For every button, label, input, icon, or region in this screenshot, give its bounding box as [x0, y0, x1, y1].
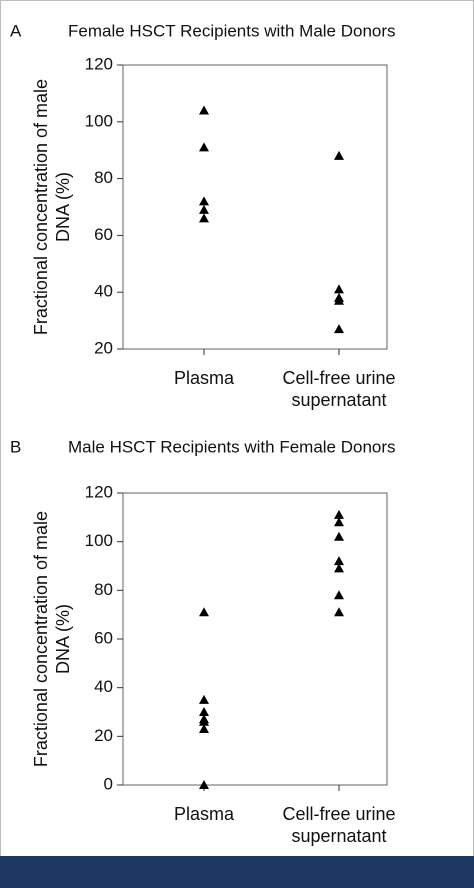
- plot-area: [122, 492, 388, 786]
- x-tick-label: Cell-free urine supernatant: [282, 804, 396, 846]
- data-point: [199, 780, 209, 789]
- x-tick-label: Plasma: [173, 368, 235, 388]
- data-point: [334, 324, 344, 334]
- data-point: [334, 509, 344, 519]
- data-point: [199, 694, 209, 704]
- data-point: [334, 563, 344, 573]
- data-point: [199, 213, 209, 223]
- y-tick-label: 60: [94, 225, 113, 244]
- plot-area: [122, 64, 388, 350]
- y-tick-label: 100: [85, 531, 113, 550]
- y-tick-label: 0: [104, 774, 113, 793]
- data-point: [334, 284, 344, 294]
- y-tick-label: 20: [94, 726, 113, 745]
- data-point: [199, 196, 209, 206]
- panel-label: B: [10, 437, 21, 456]
- y-tick-label: 40: [94, 282, 113, 301]
- data-point: [199, 716, 209, 726]
- y-tick-label: 60: [94, 628, 113, 647]
- data-point: [199, 204, 209, 214]
- data-point: [334, 607, 344, 617]
- data-point: [334, 150, 344, 160]
- x-tick-label: Plasma: [173, 804, 235, 824]
- y-tick-label: 100: [85, 111, 113, 130]
- panel-label: A: [10, 21, 22, 40]
- data-point: [334, 517, 344, 527]
- y-tick-label: 120: [85, 482, 113, 501]
- y-tick-label: 80: [94, 168, 113, 187]
- chart-title: Female HSCT Recipients with Male Donors: [68, 21, 396, 40]
- data-point: [199, 707, 209, 716]
- data-point: [334, 556, 344, 566]
- data-point: [199, 142, 209, 152]
- x-tick-label: Cell-free urine supernatant: [282, 368, 396, 410]
- data-point: [334, 295, 344, 305]
- data-point: [199, 607, 209, 617]
- data-point: [199, 724, 209, 734]
- data-point: [199, 105, 209, 115]
- y-tick-label: 80: [94, 580, 113, 599]
- caption-band: [0, 856, 474, 888]
- data-point: [334, 590, 344, 600]
- data-point: [334, 531, 344, 541]
- y-tick-label: 20: [94, 338, 113, 357]
- y-tick-label: 40: [94, 677, 113, 696]
- y-tick-label: 120: [85, 54, 113, 73]
- y-axis-label: Fractional concentration of male DNA (%): [31, 78, 73, 336]
- chart-title: Male HSCT Recipients with Female Donors: [68, 437, 396, 456]
- y-axis-label: Fractional concentration of male DNA (%): [31, 510, 73, 768]
